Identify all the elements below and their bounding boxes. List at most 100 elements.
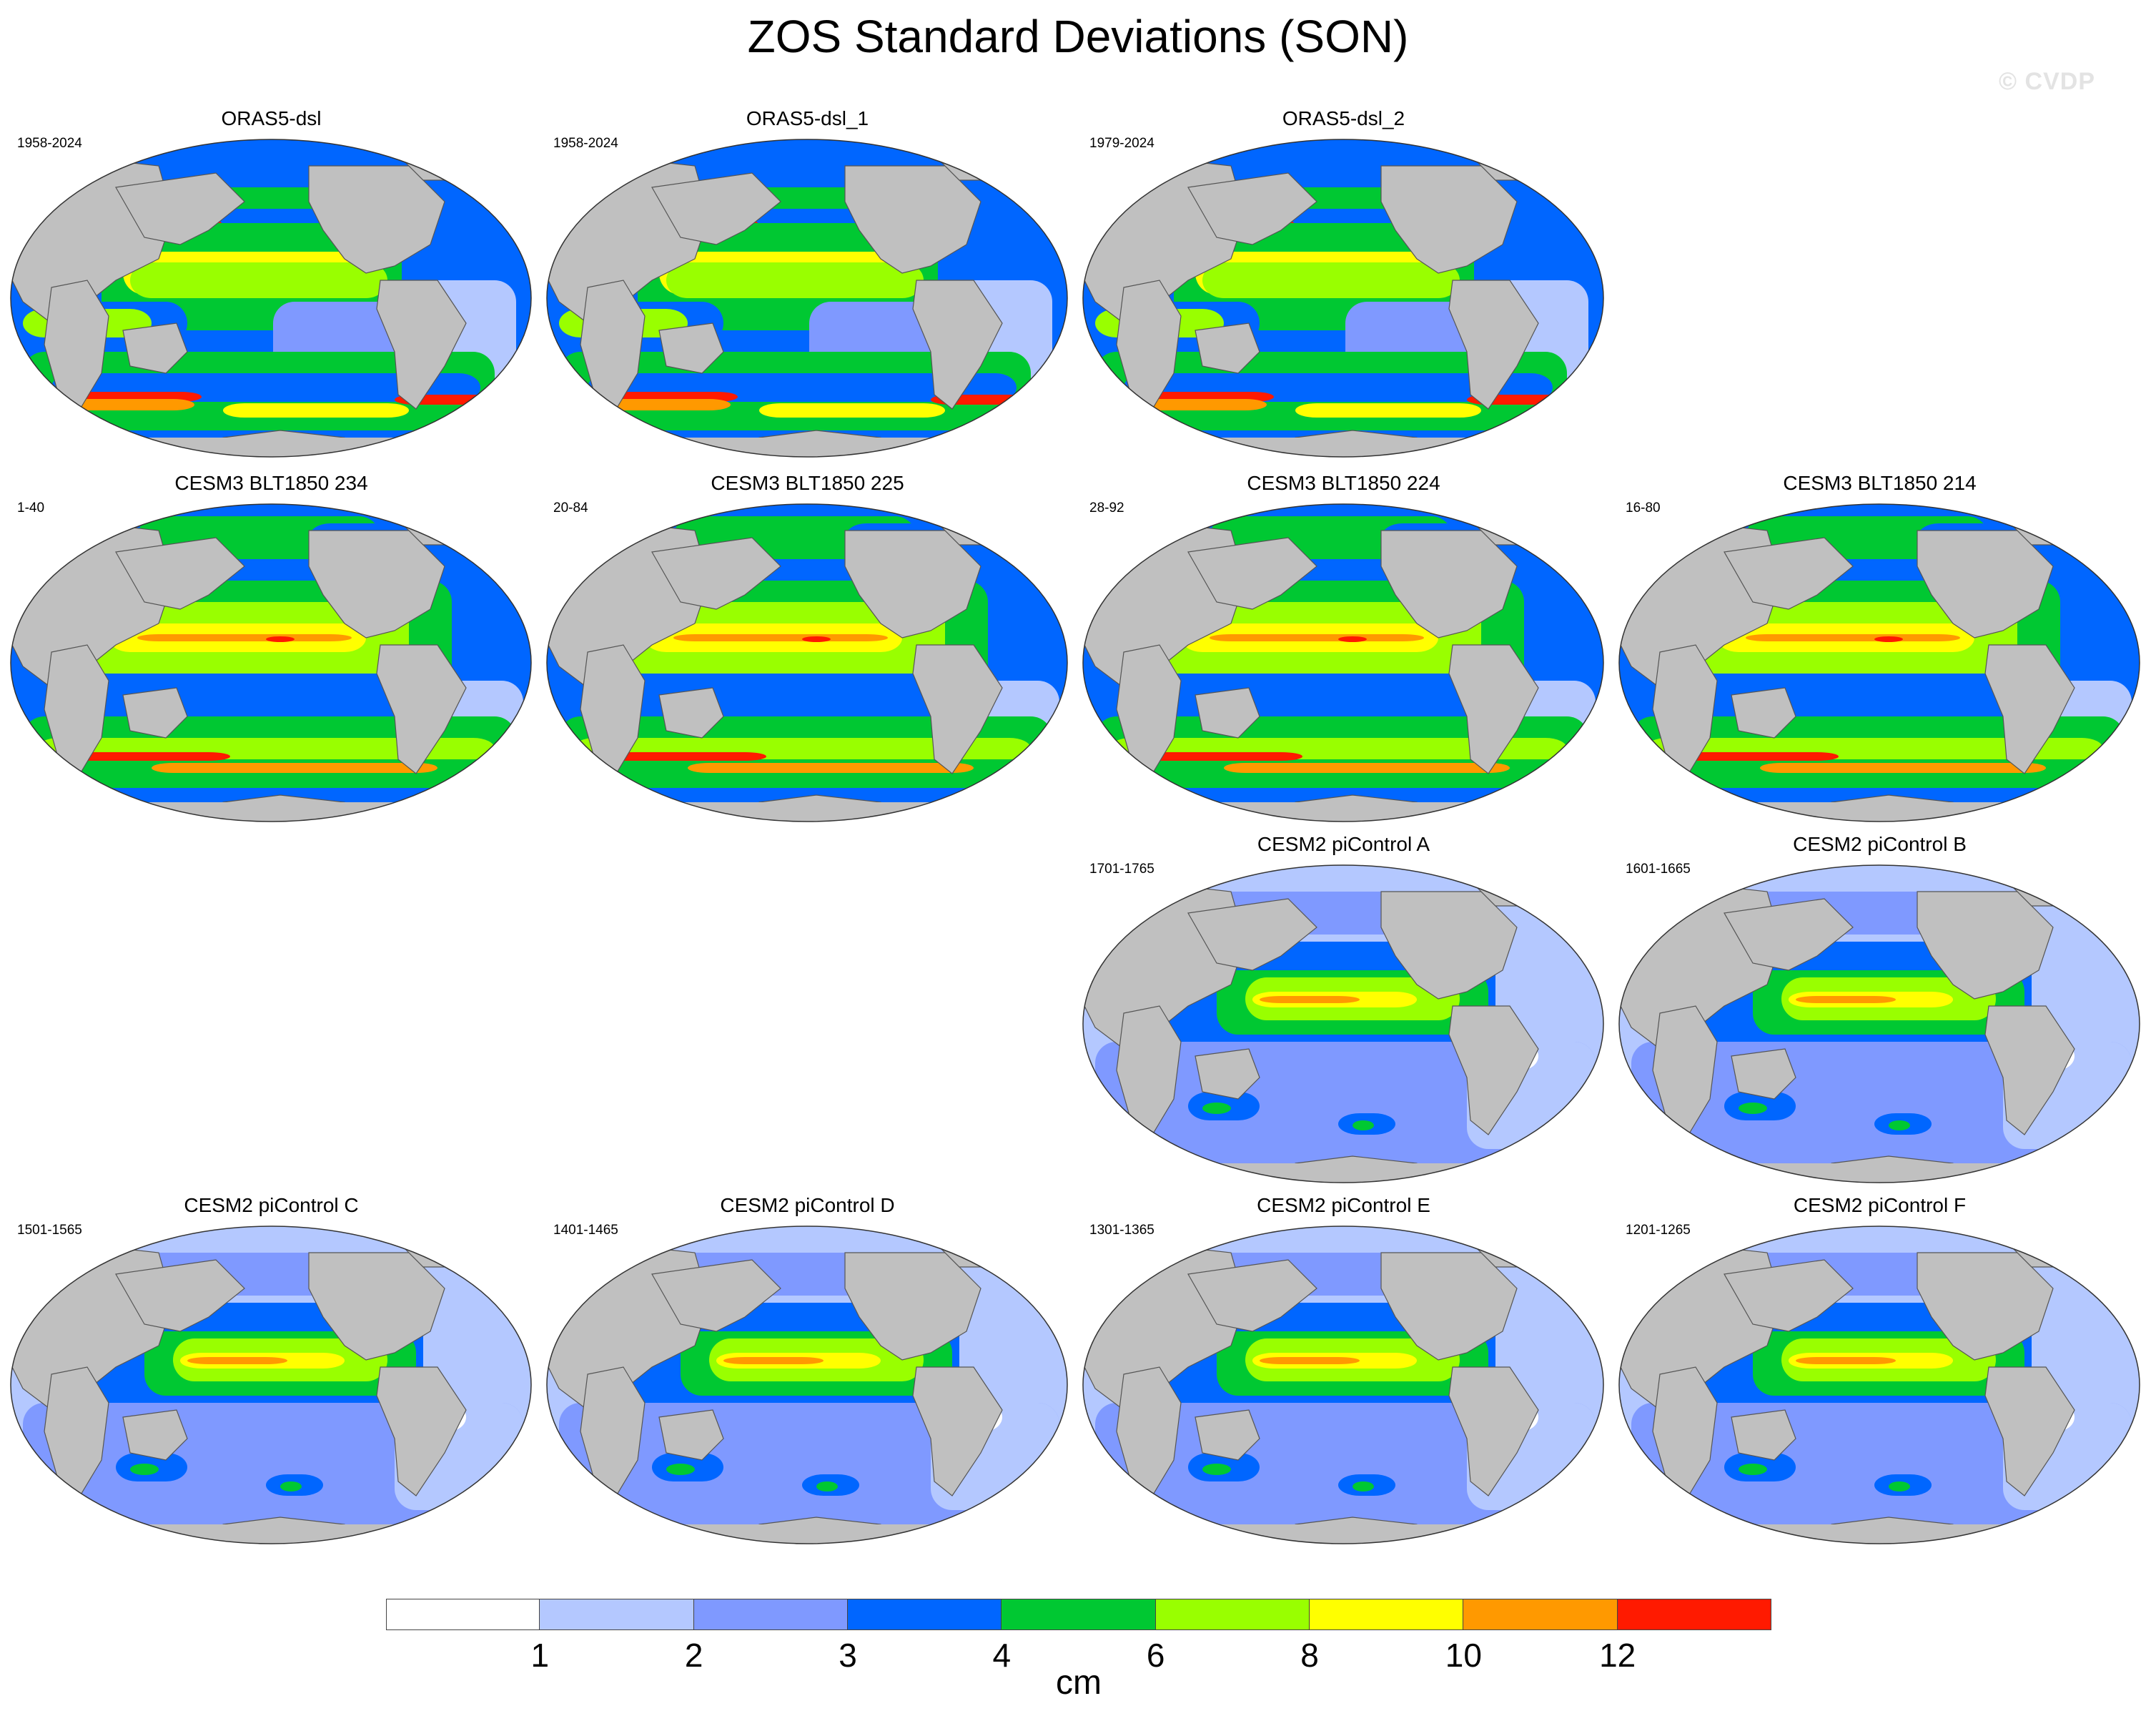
land-mass xyxy=(1380,165,1518,274)
land-mass xyxy=(1731,687,1796,739)
land-mass xyxy=(1448,644,1539,774)
colorbar-tick-label: 1 xyxy=(530,1637,550,1674)
land-mass xyxy=(122,687,188,739)
land-mass xyxy=(1724,898,1854,971)
land-mass xyxy=(1195,1409,1260,1461)
antarctica-land xyxy=(1619,1524,2140,1544)
land-mass xyxy=(1116,1005,1182,1135)
land-mass xyxy=(658,1409,724,1461)
map-outline xyxy=(1618,1226,2140,1544)
map-outline xyxy=(10,1226,532,1544)
antarctica-land xyxy=(547,438,1067,457)
land-mass xyxy=(912,1366,1003,1496)
panel-years: 1979-2024 xyxy=(1089,136,1154,151)
colorbar-swatch xyxy=(1155,1599,1310,1630)
variance-band xyxy=(187,1357,287,1364)
colorbar xyxy=(386,1599,1771,1630)
map-panel: CESM2 piControl C 1501-1565 xyxy=(9,1194,534,1548)
map-panel: CESM2 piControl F 1201-1265 xyxy=(1617,1194,2142,1548)
land-mass xyxy=(122,322,188,374)
map-panel: CESM2 piControl D 1401-1465 xyxy=(545,1194,1070,1548)
variance-band xyxy=(673,634,888,641)
land-mass xyxy=(1652,644,1718,774)
land-mass xyxy=(1448,1005,1539,1135)
variance-band xyxy=(1260,996,1360,1003)
variance-band xyxy=(816,1481,838,1491)
land-mass xyxy=(844,165,981,274)
colorbar-swatch xyxy=(693,1599,848,1630)
variance-band xyxy=(688,763,974,773)
map-outline xyxy=(1082,1226,1604,1544)
panel-years: 1958-2024 xyxy=(17,136,82,151)
antarctica-land xyxy=(547,802,1067,822)
panel-title: CESM3 BLT1850 234 xyxy=(174,472,368,494)
variance-band xyxy=(1739,1464,1767,1475)
land-mass xyxy=(844,530,981,638)
world-map xyxy=(546,139,1068,458)
land-mass xyxy=(376,1366,467,1496)
antarctica-land xyxy=(11,438,531,457)
land-mass xyxy=(658,687,724,739)
panel-years: 1-40 xyxy=(17,500,45,516)
panel-title: CESM2 piControl D xyxy=(720,1194,895,1216)
land-mass xyxy=(1652,1366,1718,1496)
variance-band xyxy=(1353,1120,1374,1130)
world-map xyxy=(1082,1226,1604,1544)
world-map xyxy=(10,1226,532,1544)
map-outline xyxy=(546,139,1068,458)
map-outline xyxy=(1618,864,2140,1183)
panel-title: CESM3 BLT1850 225 xyxy=(711,472,904,494)
variance-band xyxy=(130,1464,159,1475)
colorbar-tick-label: 6 xyxy=(1146,1637,1165,1674)
panel-title: CESM2 piControl B xyxy=(1793,833,1967,855)
map-outline xyxy=(1082,864,1604,1183)
land-mass xyxy=(1448,1366,1539,1496)
panel-title: CESM2 piControl C xyxy=(184,1194,359,1216)
land-mass xyxy=(912,644,1003,774)
land-mass xyxy=(912,280,1003,410)
land-mass xyxy=(580,1366,646,1496)
land-mass xyxy=(1984,644,2075,774)
variance-band xyxy=(1796,996,1896,1003)
map-panel: ORAS5-dsl_1 1958-2024 xyxy=(545,107,1070,461)
land-mass xyxy=(115,172,245,245)
panel-years: 1501-1565 xyxy=(17,1223,82,1238)
antarctica-land xyxy=(11,802,531,822)
variance-band xyxy=(1746,634,1960,641)
land-mass xyxy=(1724,1259,1854,1332)
panel-years: 16-80 xyxy=(1626,500,1661,516)
world-map xyxy=(1618,1226,2140,1544)
colorbar-swatch xyxy=(1002,1599,1156,1630)
panel-years: 1301-1365 xyxy=(1089,1223,1154,1238)
antarctica-land xyxy=(1083,1524,1603,1544)
land-mass xyxy=(580,644,646,774)
panel-title: ORAS5-dsl xyxy=(221,107,322,129)
colorbar-swatch xyxy=(1617,1599,1771,1630)
land-mass xyxy=(1116,1366,1182,1496)
variance-band xyxy=(137,634,352,641)
panel-title: CESM2 piControl E xyxy=(1257,1194,1430,1216)
variance-band xyxy=(802,636,831,642)
variance-band xyxy=(1109,399,1267,410)
panel-title: CESM3 BLT1850 214 xyxy=(1783,472,1977,494)
variance-band xyxy=(1760,763,2046,773)
land-mass xyxy=(1380,1252,1518,1361)
variance-band xyxy=(1260,1357,1360,1364)
land-mass xyxy=(1116,280,1182,410)
panel-years: 1201-1265 xyxy=(1626,1223,1691,1238)
panel-years: 1958-2024 xyxy=(553,136,618,151)
colorbar-tick-label: 10 xyxy=(1445,1637,1482,1674)
variance-band xyxy=(573,399,731,410)
panel-title: ORAS5-dsl_2 xyxy=(1282,107,1405,129)
land-mass xyxy=(376,644,467,774)
map-outline xyxy=(546,1226,1068,1544)
land-mass xyxy=(44,644,109,774)
map-outline xyxy=(10,139,532,458)
land-mass xyxy=(308,165,445,274)
colorbar-tick-label: 12 xyxy=(1599,1637,1636,1674)
land-mass xyxy=(44,1366,109,1496)
land-mass xyxy=(1187,898,1317,971)
variance-band xyxy=(1202,262,1460,298)
land-mass xyxy=(1380,530,1518,638)
land-mass xyxy=(1917,530,2054,638)
